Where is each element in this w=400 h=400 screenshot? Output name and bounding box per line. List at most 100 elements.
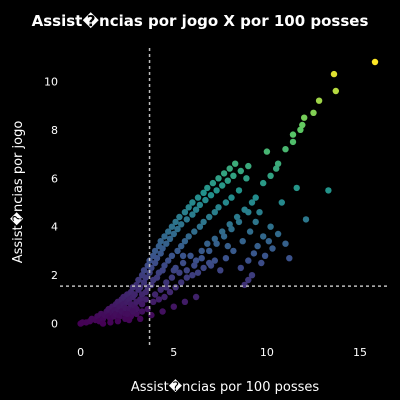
scatter-point: [196, 223, 204, 230]
y-tick-label: 10: [44, 75, 58, 88]
scatter-point: [194, 269, 202, 276]
scatter-point: [252, 194, 259, 201]
scatter-point: [174, 225, 181, 233]
scatter-point: [155, 296, 163, 303]
x-axis-ticks: 0 5 10 15: [77, 346, 367, 359]
scatter-point: [181, 238, 189, 245]
scatter-point: [129, 308, 136, 315]
scatter-point: [142, 288, 149, 296]
scatter-point: [230, 247, 237, 255]
scatter-point: [131, 291, 138, 298]
scatter-point: [168, 274, 176, 281]
scatter-point: [220, 170, 228, 177]
y-axis-label: Assist�ncias por jogo: [9, 121, 26, 264]
scatter-point: [263, 148, 271, 155]
scatter-point: [239, 238, 246, 245]
scatter-point: [138, 301, 146, 308]
scatter-point: [170, 230, 177, 238]
scatter-point: [181, 298, 189, 305]
scatter-point: [256, 209, 263, 216]
scatter-point: [168, 252, 176, 259]
scatter-point: [206, 247, 213, 255]
scatter-point: [211, 257, 218, 264]
chart-title: Assist�ncias por jogo X por 100 posses: [32, 11, 369, 30]
scatter-point: [235, 218, 243, 226]
scatter-point: [135, 276, 142, 284]
scatter-point: [315, 97, 323, 104]
scatter-point: [222, 255, 230, 262]
scatter-point: [219, 182, 226, 189]
scatter-point: [226, 165, 233, 172]
scatter-point: [150, 298, 157, 305]
scatter-point: [282, 240, 289, 247]
scatter-point: [187, 252, 194, 259]
x-axis-label: Assist�ncias por 100 posses: [131, 378, 319, 395]
scatter-point: [232, 160, 239, 167]
scatter-point: [202, 196, 209, 204]
scatter-point: [157, 250, 164, 257]
scatter-point: [289, 131, 297, 138]
scatter-point: [310, 109, 317, 117]
scatter-point: [211, 209, 218, 216]
scatter-point: [235, 187, 243, 194]
scatter-point: [189, 211, 196, 218]
scatter-point: [183, 267, 190, 274]
x-tick-label: 5: [170, 346, 177, 359]
scatter-point: [107, 319, 114, 326]
scatter-point: [172, 218, 179, 226]
y-tick-label: 4: [51, 221, 58, 234]
scatter-point: [250, 250, 258, 257]
scatter-point: [228, 225, 235, 233]
scatter-point: [332, 87, 339, 95]
scatter-point: [224, 242, 231, 250]
scatter-point: [213, 187, 220, 194]
scatter-point: [330, 70, 338, 78]
scatter-point: [206, 213, 213, 221]
scatter-point: [176, 269, 183, 276]
scatter-point: [178, 221, 185, 228]
scatter-point: [233, 213, 241, 221]
scatter-point: [237, 167, 244, 175]
scatter-point: [137, 315, 144, 322]
y-tick-label: 6: [51, 172, 58, 185]
scatter-point: [228, 194, 235, 201]
scatter-point: [274, 160, 282, 167]
scatter-point: [163, 240, 170, 247]
scatter-point: [192, 206, 200, 213]
y-axis-ticks: 0 2 4 6 8 10: [44, 75, 58, 330]
scatter-point: [159, 267, 166, 274]
y-tick-label: 2: [51, 269, 58, 282]
scatter-point: [161, 262, 168, 269]
scatter-point: [260, 179, 267, 187]
scatter-point: [99, 320, 107, 327]
scatter-point: [181, 209, 189, 216]
scatter-point: [142, 274, 149, 281]
scatter-point: [302, 216, 310, 223]
scatter-point: [140, 267, 148, 274]
scatter-point: [204, 184, 211, 192]
scatter-point: [246, 228, 254, 235]
scatter-point: [224, 177, 231, 184]
x-tick-label: 0: [77, 346, 84, 359]
scatter-point: [157, 286, 164, 293]
scatter-point: [170, 303, 177, 310]
scatter-point: [245, 209, 252, 216]
scatter-point: [185, 204, 192, 211]
scatter-point: [166, 288, 174, 296]
scatter-point: [293, 184, 300, 192]
scatter-point: [161, 293, 168, 301]
scatter-point: [230, 172, 237, 179]
scatter-point: [213, 240, 220, 247]
scatter-point: [153, 255, 161, 262]
scatter-point: [267, 223, 274, 230]
scatter-point: [274, 230, 282, 238]
scatter-point: [245, 257, 252, 264]
scatter-point: [211, 235, 218, 242]
scatter-point: [161, 233, 168, 240]
scatter-point: [192, 257, 200, 264]
scatter-point: [248, 272, 256, 279]
scatter-point: [140, 279, 148, 286]
scatter-point: [191, 262, 198, 269]
scatter-point: [137, 296, 144, 303]
scatter-point: [265, 238, 272, 245]
